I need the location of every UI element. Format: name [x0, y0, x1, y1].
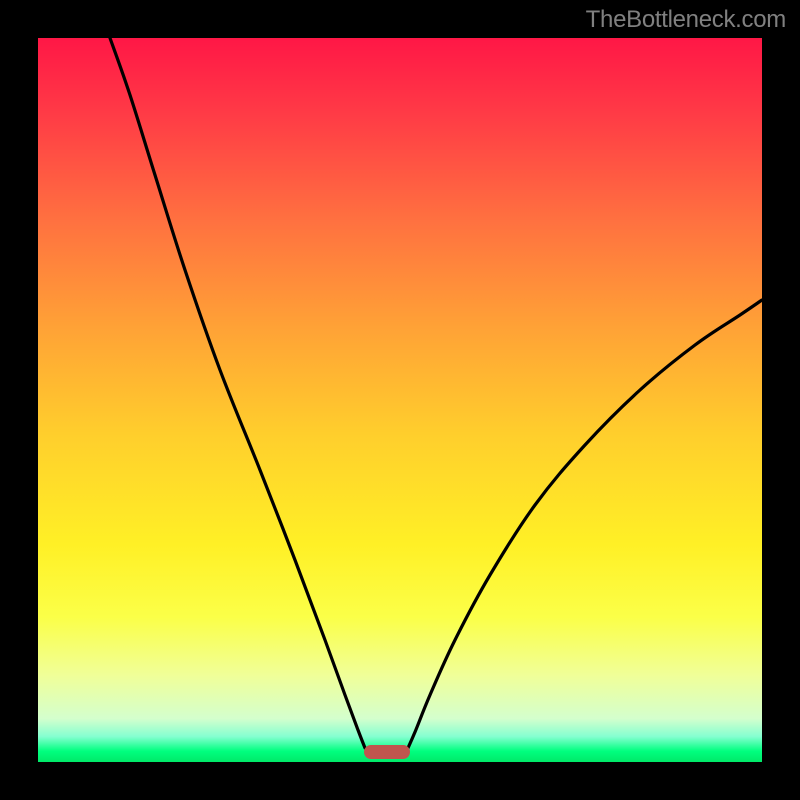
watermark-text: TheBottleneck.com [586, 6, 786, 34]
optimal-marker [364, 745, 410, 759]
bottleneck-chart: TheBottleneck.com [0, 0, 800, 800]
chart-svg [0, 0, 800, 800]
